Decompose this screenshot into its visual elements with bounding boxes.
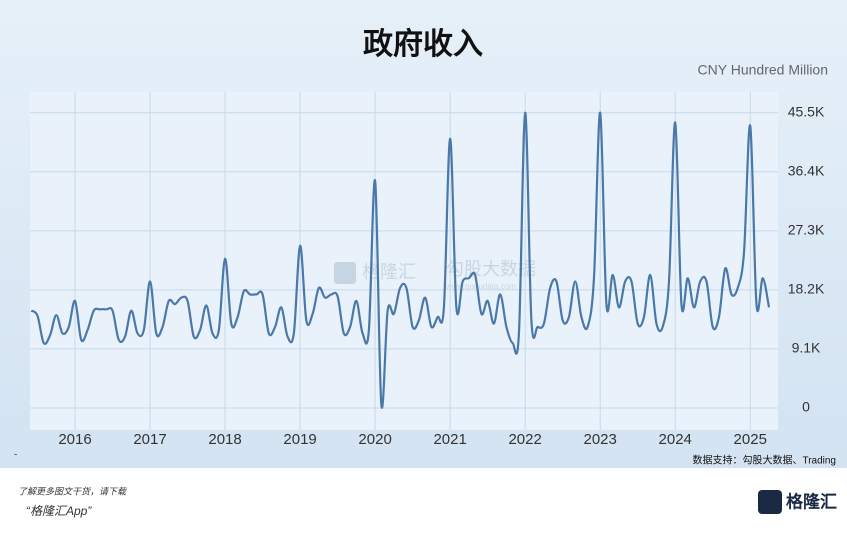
x-tick-label: 2022 (508, 431, 541, 448)
x-tick-label: 2018 (208, 431, 241, 448)
y-tick-label: 45.5K (788, 103, 825, 119)
x-tick-label: 2023 (584, 431, 617, 448)
x-tick-label: 2019 (283, 431, 316, 448)
x-tick-label: 2025 (734, 431, 767, 448)
y-tick-label: 0 (802, 399, 810, 415)
source: 数据支持：勾股大数据、Trading (692, 454, 836, 467)
x-tick-label: 2016 (58, 431, 91, 448)
watermark-logo (334, 262, 356, 284)
footer-marker: - (14, 450, 17, 461)
plot-area (30, 92, 778, 430)
y-tick-label: 18.2K (788, 281, 825, 297)
footer-logo: 格隆汇 (786, 491, 837, 511)
x-tick-label: 2024 (659, 431, 692, 448)
y-tick-label: 9.1K (792, 340, 821, 356)
y-tick-label: 36.4K (788, 162, 825, 178)
watermark-provider: 勾股大数据 (446, 259, 536, 279)
x-tick-label: 2021 (433, 431, 466, 448)
y-tick-label: 27.3K (788, 222, 825, 238)
footer-prompt: 了解更多图文干货，请下载 (18, 486, 127, 496)
footer-app: “格隆汇App” (26, 504, 92, 518)
x-tick-label: 2020 (358, 431, 391, 448)
unit-label: CNY Hundred Million (698, 62, 828, 78)
chart-title: 政府收入 (363, 27, 483, 61)
x-tick-label: 2017 (133, 431, 166, 448)
watermark-site: www.gogudata.com (445, 282, 516, 291)
footer-logo-icon (758, 490, 782, 514)
grid (30, 92, 778, 430)
data-line (30, 111, 771, 409)
